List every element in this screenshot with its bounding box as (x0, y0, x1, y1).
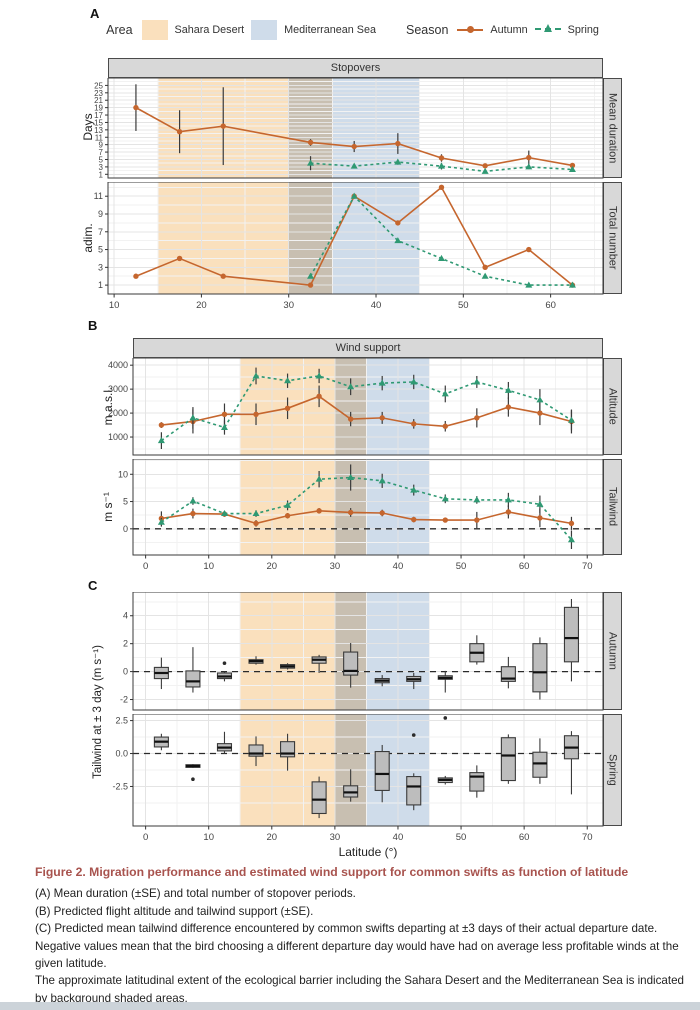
svg-text:4000: 4000 (108, 360, 128, 370)
legend-spacer (383, 30, 399, 31)
page-edge (0, 1002, 700, 1010)
strip-altitude: Altitude (603, 358, 622, 455)
svg-text:40: 40 (393, 561, 404, 572)
legend-sahara-label: Sahara Desert (174, 24, 245, 36)
svg-text:2000: 2000 (108, 408, 128, 418)
strip-spring: Spring (603, 714, 622, 826)
panel-c-label: C (88, 578, 98, 593)
svg-text:19: 19 (94, 104, 103, 113)
svg-text:10: 10 (109, 300, 120, 311)
svg-text:10: 10 (203, 832, 214, 843)
svg-text:10: 10 (203, 561, 214, 572)
legend-mediterranean-label: Mediterranean Sea (284, 24, 377, 36)
svg-text:3: 3 (99, 163, 104, 172)
svg-text:60: 60 (545, 300, 556, 311)
strip-stopovers: Stopovers (108, 58, 603, 78)
chart-tailwind-diff-spring: -2.5 0.0 2.5 0 10 20 30 40 50 60 70 (112, 714, 604, 843)
svg-text:-2: -2 (120, 695, 128, 705)
svg-text:70: 70 (582, 832, 593, 843)
svg-text:70: 70 (582, 561, 593, 572)
autumn-key-icon (457, 22, 484, 38)
legend: Area Sahara Desert Mediterranean Sea Sea… (100, 16, 605, 44)
svg-text:5: 5 (123, 497, 128, 507)
svg-text:7: 7 (99, 148, 104, 157)
svg-text:0: 0 (143, 832, 148, 843)
strip-total-number: Total number (603, 182, 622, 294)
svg-text:3: 3 (98, 262, 103, 272)
strip-mean-duration: Mean duration (603, 78, 622, 178)
legend-autumn-label: Autumn (490, 24, 528, 36)
chart-tailwind-diff-autumn: -2 0 2 4 (120, 592, 604, 711)
svg-text:25: 25 (94, 81, 103, 90)
figure-caption: Figure 2. Migration performance and esti… (35, 864, 685, 1007)
chart-tailwind: 0 5 10 0 10 20 30 40 50 60 70 (118, 459, 604, 572)
strip-tailwind: Tailwind (603, 459, 622, 555)
svg-text:1000: 1000 (108, 432, 128, 442)
svg-text:20: 20 (196, 300, 207, 311)
legend-spring-label: Spring (567, 24, 599, 36)
chart-altitude: 1000 2000 3000 4000 (108, 358, 604, 456)
svg-text:0: 0 (143, 561, 148, 572)
svg-text:9: 9 (98, 209, 103, 219)
svg-text:0: 0 (123, 667, 128, 677)
panel-a-label: A (90, 6, 100, 21)
legend-season-title: Season (406, 23, 449, 37)
spring-key-icon (534, 22, 561, 38)
svg-text:7: 7 (98, 227, 103, 237)
svg-text:11: 11 (94, 191, 103, 201)
svg-text:10: 10 (118, 469, 128, 479)
svg-text:9: 9 (99, 141, 104, 150)
svg-text:40: 40 (371, 300, 382, 311)
caption-title: Figure 2. Migration performance and esti… (35, 865, 629, 879)
svg-text:0.0: 0.0 (115, 749, 128, 759)
svg-text:-2.5: -2.5 (112, 781, 128, 791)
sahara-swatch-icon (141, 20, 168, 40)
strip-autumn: Autumn (603, 592, 622, 710)
caption-line-a: (A) Mean duration (±SE) and total number… (35, 887, 356, 901)
svg-text:0: 0 (123, 524, 128, 534)
svg-text:13: 13 (94, 126, 103, 135)
svg-text:23: 23 (94, 89, 103, 98)
svg-text:50: 50 (456, 561, 467, 572)
svg-text:15: 15 (94, 118, 103, 127)
mediterranean-swatch-icon (251, 20, 278, 40)
svg-text:21: 21 (94, 96, 103, 105)
svg-text:3000: 3000 (108, 384, 128, 394)
svg-text:60: 60 (519, 561, 530, 572)
svg-text:20: 20 (267, 832, 278, 843)
svg-text:20: 20 (267, 561, 278, 572)
svg-text:40: 40 (393, 832, 404, 843)
svg-text:11: 11 (95, 133, 104, 142)
svg-text:2: 2 (123, 639, 128, 649)
ylabel-tailwind-diff: Tailwind at ± 3 day (m s⁻¹) (92, 645, 104, 779)
svg-text:1: 1 (99, 170, 104, 179)
svg-text:50: 50 (456, 832, 467, 843)
autumn-dot-icon (467, 26, 475, 33)
strip-wind-support: Wind support (133, 338, 603, 358)
svg-text:30: 30 (283, 300, 294, 311)
panel-b-label: B (88, 318, 98, 333)
svg-text:4: 4 (123, 611, 128, 621)
svg-text:17: 17 (94, 111, 103, 120)
svg-text:50: 50 (458, 300, 469, 311)
svg-text:5: 5 (99, 155, 104, 164)
svg-text:60: 60 (519, 832, 530, 843)
xlabel-latitude: Latitude (°) (338, 845, 398, 859)
svg-text:2.5: 2.5 (115, 716, 128, 726)
svg-text:30: 30 (330, 561, 341, 572)
svg-text:1: 1 (98, 280, 103, 290)
caption-line-c: (C) Predicted mean tailwind difference e… (35, 922, 679, 971)
legend-area-title: Area (106, 23, 133, 37)
caption-note: The approximate latitudinal extent of th… (35, 974, 684, 1005)
chart-total-number: 1 3 5 7 9 11 10 20 30 40 50 60 (94, 182, 604, 311)
svg-text:30: 30 (330, 832, 341, 843)
caption-line-b: (B) Predicted flight altitude and tailwi… (35, 904, 314, 918)
svg-text:5: 5 (98, 245, 103, 255)
spring-triangle-icon (543, 24, 552, 32)
